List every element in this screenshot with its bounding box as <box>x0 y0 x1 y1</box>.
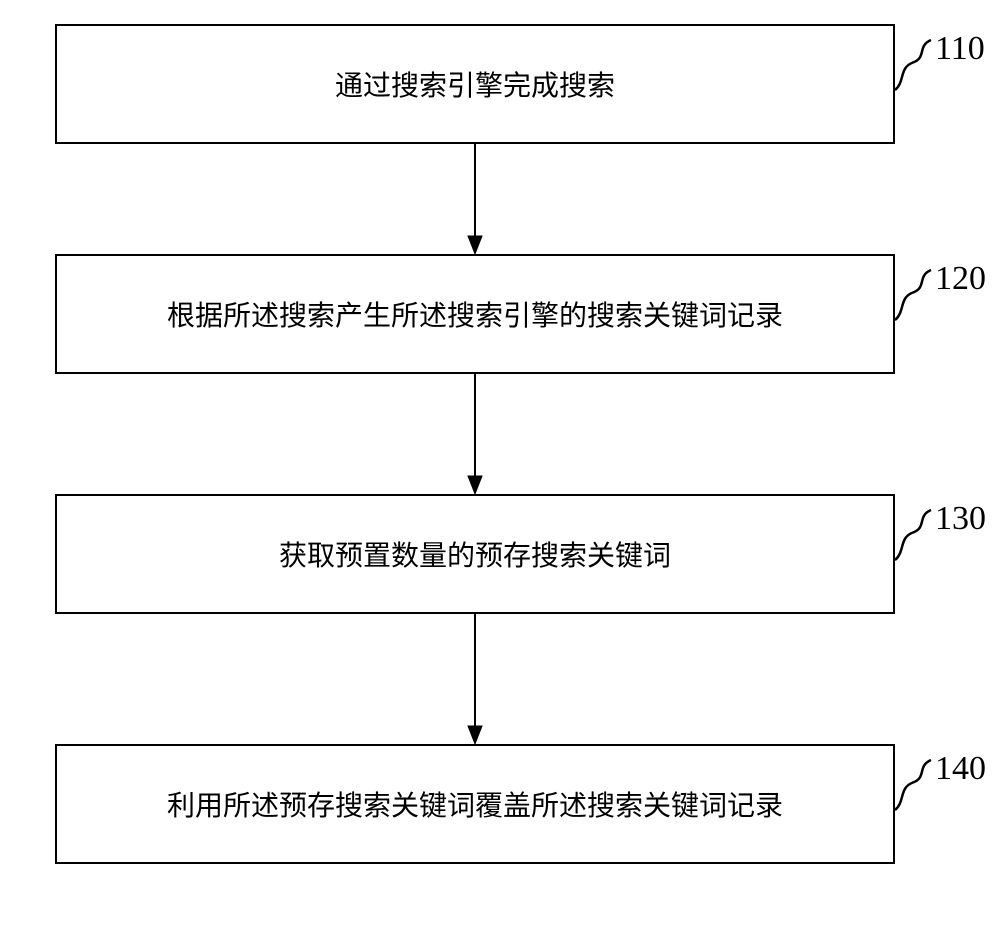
flow-label-120: 120 <box>935 260 986 298</box>
flow-node-140: 利用所述预存搜索关键词覆盖所述搜索关键词记录 <box>55 744 895 864</box>
flow-node-120-text: 根据所述搜索产生所述搜索引擎的搜索关键词记录 <box>167 294 783 334</box>
flow-node-130: 获取预置数量的预存搜索关键词 <box>55 494 895 614</box>
flow-label-140: 140 <box>935 750 986 788</box>
flow-label-130: 130 <box>935 500 986 538</box>
flow-node-130-text: 获取预置数量的预存搜索关键词 <box>279 534 671 574</box>
flowchart-canvas: 通过搜索引擎完成搜索 110 根据所述搜索产生所述搜索引擎的搜索关键词记录 12… <box>0 0 1000 929</box>
flow-label-110: 110 <box>935 30 985 68</box>
flow-node-110: 通过搜索引擎完成搜索 <box>55 24 895 144</box>
flow-node-120: 根据所述搜索产生所述搜索引擎的搜索关键词记录 <box>55 254 895 374</box>
flow-node-140-text: 利用所述预存搜索关键词覆盖所述搜索关键词记录 <box>167 784 783 824</box>
flow-node-110-text: 通过搜索引擎完成搜索 <box>335 64 615 104</box>
